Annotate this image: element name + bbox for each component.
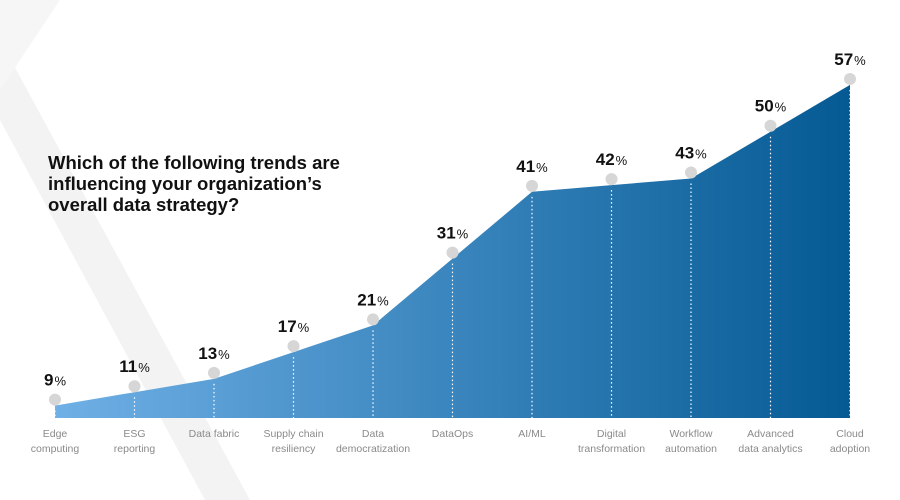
value-label-unit: % [854,53,866,68]
question-line-2: influencing your organization’s [48,173,322,194]
data-point-marker [208,366,220,379]
value-label-number: 21 [357,290,376,309]
value-label-unit: % [377,293,389,308]
category-label: Data fabric [189,428,240,440]
question-line-3: overall data strategy? [48,194,240,215]
value-label-number: 11 [119,357,137,376]
area-series-fill [55,84,850,419]
value-label-number: 43 [675,143,694,162]
category-label-line: ESG [123,428,145,440]
value-label-unit: % [616,153,628,168]
value-label: 42% [596,150,628,169]
category-label: Advanced data analytics [738,428,802,455]
data-point-marker [128,380,141,393]
category-label: Edge computing [31,428,80,455]
value-label: 50% [755,97,787,116]
data-point-marker [526,179,538,192]
value-label-number: 57 [834,50,853,69]
category-label-line: democratization [336,443,410,455]
value-label-unit: % [138,360,150,375]
category-label-line: Advanced [747,428,794,440]
category-label-line: Supply chain [263,428,323,440]
data-point-marker [844,72,856,85]
category-label-line: Data fabric [189,428,240,440]
value-label-unit: % [457,227,469,242]
value-label-unit: % [536,160,548,175]
data-point-marker [764,119,777,132]
category-label: ESG reporting [114,428,156,455]
value-label: 17% [278,317,310,336]
category-label-line: DataOps [432,428,473,440]
category-label-line: adoption [830,443,870,455]
data-point-marker [685,166,697,179]
category-label-line: Edge [43,428,68,440]
category-label-line: Data [362,428,384,440]
category-label-line: computing [31,443,80,455]
value-label-number: 9 [44,371,53,390]
value-label-number: 31 [437,224,456,243]
background-chevron-shape-2 [0,0,60,90]
value-label: 57% [834,50,866,69]
data-point-marker [605,173,618,186]
value-label-unit: % [54,374,66,389]
data-point-marker [287,340,300,353]
category-label-line: resiliency [272,443,317,455]
category-label-line: Digital [597,428,626,440]
category-label: Data democratization [336,428,410,455]
value-label-number: 13 [198,344,217,363]
category-label: Digital transformation [578,428,645,455]
chart-question-title: Which of the following trends are influe… [48,152,368,215]
category-label: Workflow automation [665,428,717,455]
category-label: Cloud adoption [830,428,870,455]
category-label-line: Cloud [836,428,864,440]
value-label-unit: % [298,320,310,335]
category-label-line: reporting [114,443,156,455]
value-label: 9% [44,371,66,390]
value-label: 13% [198,344,230,363]
category-label-line: automation [665,443,717,455]
question-line-1: Which of the following trends are [48,152,340,173]
value-label: 43% [675,143,707,162]
category-label: DataOps [432,428,473,440]
value-label-unit: % [775,100,787,115]
value-label-number: 41 [516,157,535,176]
value-label: 11% [119,357,150,376]
value-label: 21% [357,290,389,309]
value-label-number: 42 [596,150,615,169]
category-label-line: Workflow [670,428,713,440]
value-label: 31% [437,224,469,243]
category-label-line: data analytics [738,443,802,455]
category-label: AI/ML [518,428,546,440]
value-label-unit: % [695,146,707,161]
data-point-marker [446,246,459,259]
value-label-number: 17 [278,317,297,336]
value-label-number: 50 [755,97,774,116]
category-label: Supply chain resiliency [263,428,323,455]
data-point-marker [367,313,379,326]
category-label-line: AI/ML [518,428,546,440]
data-point-marker [49,393,61,406]
value-label-unit: % [218,347,230,362]
category-label-line: transformation [578,443,645,455]
value-label: 41% [516,157,548,176]
